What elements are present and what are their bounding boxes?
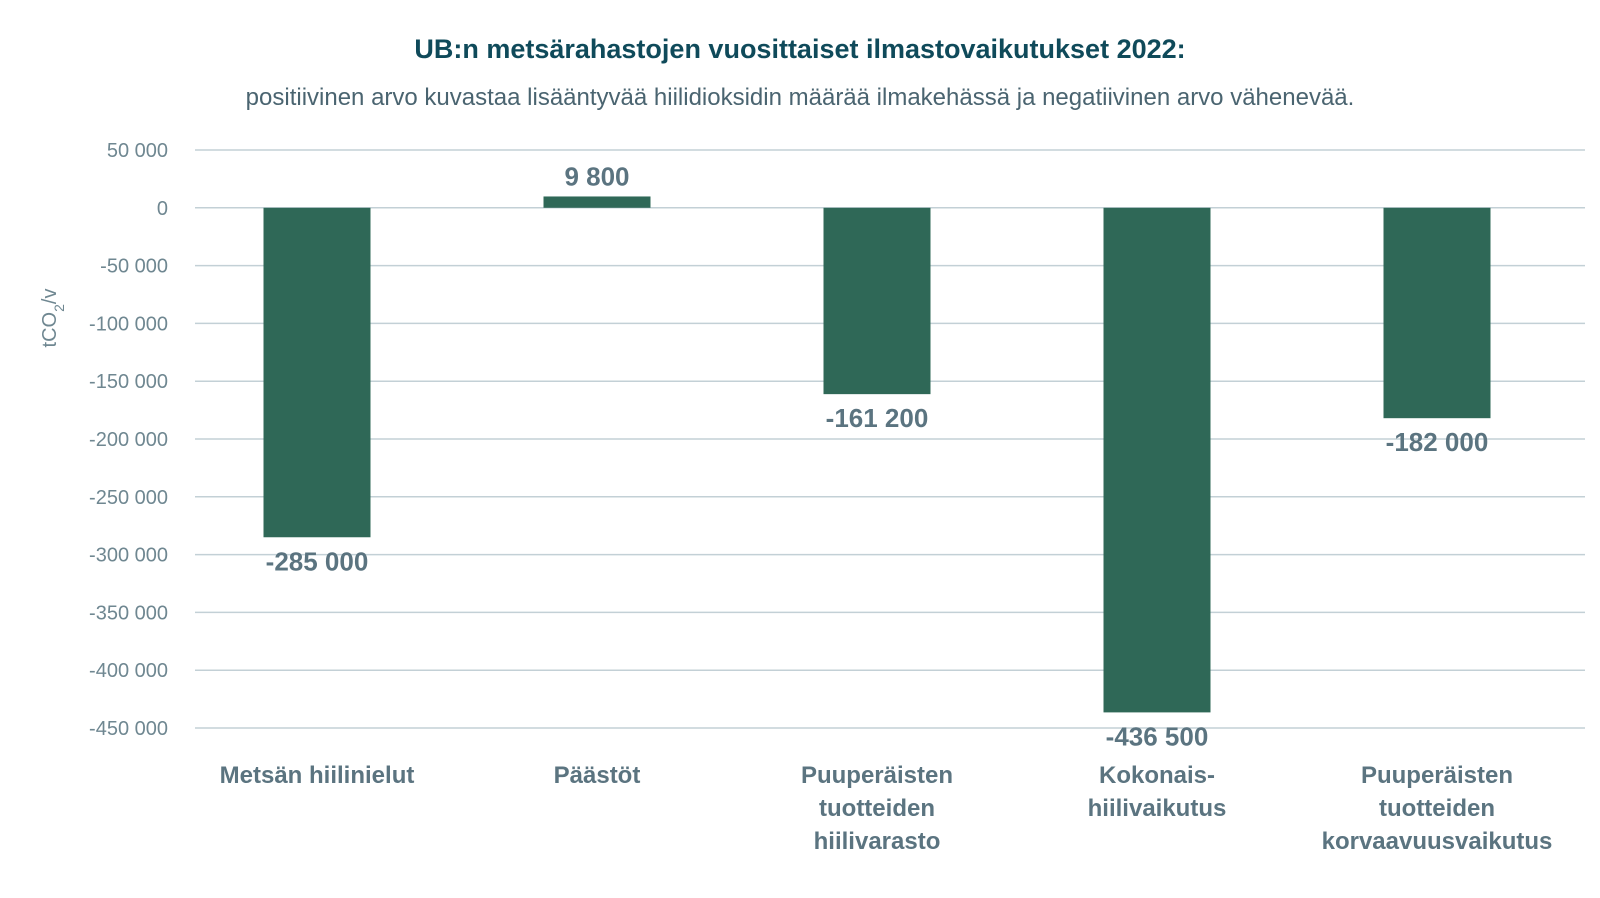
y-tick-label: 50 000 [107, 140, 168, 162]
x-category-label: Päästöt [554, 762, 641, 789]
y-tick-label: 0 [157, 198, 168, 220]
y-tick-label: -100 000 [89, 313, 168, 335]
x-category-label: Puuperäisten [1361, 762, 1513, 789]
x-category-label: tuotteiden [819, 795, 935, 822]
bar [543, 196, 651, 208]
x-category-label: Metsän hiilinielut [220, 762, 415, 789]
x-category-label: Kokonais- [1099, 762, 1215, 789]
data-label: -161 200 [826, 403, 929, 433]
bar [823, 207, 931, 395]
chart-title: UB:n metsärahastojen vuosittaiset ilmast… [414, 34, 1186, 64]
data-label: -182 000 [1386, 427, 1489, 457]
x-category-label: tuotteiden [1379, 795, 1495, 822]
y-tick-label: -50 000 [100, 256, 168, 278]
chart-subtitle: positiivinen arvo kuvastaa lisääntyvää h… [245, 84, 1355, 111]
x-category-label: hiilivarasto [814, 828, 941, 855]
bar [1383, 207, 1491, 419]
y-tick-label: -450 000 [89, 718, 168, 740]
data-label: -285 000 [266, 546, 369, 576]
bar [263, 207, 371, 538]
data-label: -436 500 [1106, 721, 1209, 751]
data-label: 9 800 [564, 161, 629, 191]
bar [1103, 207, 1211, 713]
y-tick-label: -200 000 [89, 429, 168, 451]
x-category-label: Puuperäisten [801, 762, 953, 789]
y-tick-label: -300 000 [89, 545, 168, 567]
y-tick-label: -250 000 [89, 487, 168, 509]
y-tick-label: -400 000 [89, 660, 168, 682]
y-tick-label: -350 000 [89, 602, 168, 624]
y-axis-label: tCO2/v [39, 289, 67, 348]
x-category-label: korvaavuusvaikutus [1322, 828, 1553, 855]
y-tick-label: -150 000 [89, 371, 168, 393]
x-category-label: hiilivaikutus [1088, 795, 1227, 822]
